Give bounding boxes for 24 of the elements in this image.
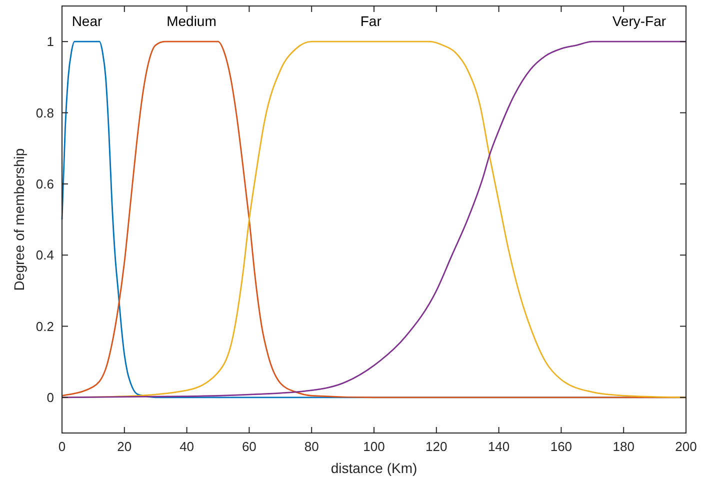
series-label: Near (72, 13, 103, 29)
x-tick-label: 120 (426, 439, 448, 454)
x-tick-label: 40 (180, 439, 194, 454)
x-tick-label: 80 (304, 439, 319, 454)
y-tick-label: 0.8 (36, 105, 54, 120)
x-tick-label: 160 (550, 439, 572, 454)
x-tick-label: 60 (242, 439, 256, 454)
y-axis-title: Degree of membership (11, 148, 27, 291)
series-label: Very-Far (612, 13, 666, 29)
line-series (61, 40, 687, 398)
x-tick-label: 140 (488, 439, 510, 454)
x-tick-label: 180 (612, 439, 634, 454)
y-tick-label: 0 (46, 390, 54, 405)
x-axis-title: distance (Km) (330, 460, 418, 476)
x-tick-label: 0 (58, 439, 66, 454)
y-tick-label: 0.2 (36, 318, 54, 334)
x-tick-label: 200 (675, 439, 697, 454)
x-tick-label: 20 (117, 439, 132, 454)
y-tick-label: 0.4 (36, 248, 54, 263)
series-label: Far (360, 13, 382, 29)
x-tick-label: 100 (363, 439, 385, 454)
y-tick-label: 0.6 (36, 176, 54, 192)
series-label: Medium (166, 13, 216, 29)
y-tick-label: 1 (46, 34, 54, 50)
